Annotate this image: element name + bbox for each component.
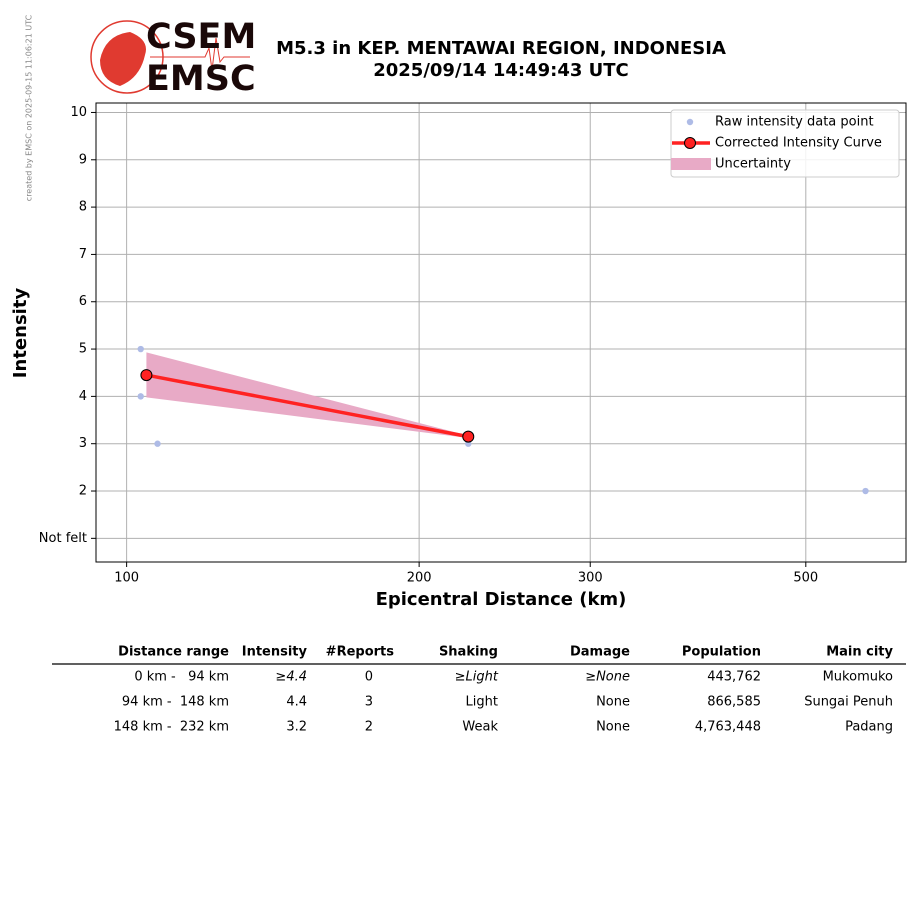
legend-label: Uncertainty bbox=[715, 157, 791, 172]
logo-bottom: EMSC bbox=[146, 59, 256, 99]
table-cell: 0 bbox=[365, 670, 373, 685]
logo-map bbox=[100, 32, 146, 86]
y-tick-label: 3 bbox=[79, 436, 87, 451]
curve bbox=[146, 373, 469, 439]
table-header: Main city bbox=[826, 645, 893, 660]
y-tick-label: 5 bbox=[79, 342, 87, 357]
table-cell: 3.2 bbox=[286, 720, 307, 735]
y-tick-label: 6 bbox=[79, 294, 87, 309]
table-header: Distance range bbox=[118, 645, 229, 660]
y-tick-label: 9 bbox=[79, 152, 87, 167]
table-cell: ≥Light bbox=[455, 670, 499, 685]
y-tick-label: 10 bbox=[70, 105, 87, 120]
x-axis-label: Epicentral Distance (km) bbox=[376, 589, 627, 610]
x-tick-label: 100 bbox=[114, 571, 139, 586]
logo: CSEM EMSC bbox=[90, 17, 256, 99]
table-cell: 4,763,448 bbox=[695, 720, 761, 735]
table-cell: Light bbox=[466, 695, 498, 710]
table-cell: None bbox=[596, 695, 630, 710]
table-cell: ≥4.4 bbox=[275, 670, 307, 685]
table-header: #Reports bbox=[326, 645, 395, 660]
table-cell: ≥None bbox=[585, 670, 630, 685]
table-cell: Mukomuko bbox=[823, 670, 893, 685]
legend-marker bbox=[671, 158, 711, 170]
table-header: Intensity bbox=[242, 645, 308, 660]
x-tick-label: 200 bbox=[407, 571, 432, 586]
legend-label: Corrected Intensity Curve bbox=[715, 136, 882, 151]
table-cell: Weak bbox=[462, 720, 498, 735]
data-point bbox=[154, 440, 161, 447]
data-point bbox=[137, 345, 144, 353]
y-tick-label: 2 bbox=[79, 484, 87, 499]
plot-frame bbox=[95, 102, 907, 563]
logo-seismo bbox=[150, 37, 250, 71]
table-cell: 148 km - 232 km bbox=[114, 720, 229, 735]
table-cell: None bbox=[596, 720, 630, 735]
table-cell: 94 km - 148 km bbox=[122, 695, 229, 710]
table-cell: 443,762 bbox=[707, 670, 761, 685]
table-cell: 4.4 bbox=[286, 695, 307, 710]
legend-marker bbox=[684, 137, 696, 149]
y-tick-label: 7 bbox=[79, 247, 87, 262]
chart-subtitle: 2025/09/14 14:49:43 UTC bbox=[373, 60, 629, 81]
x-tick-label: 500 bbox=[793, 571, 818, 586]
table-cell: Padang bbox=[845, 720, 893, 735]
curve-point bbox=[140, 369, 153, 382]
table-header: Population bbox=[682, 645, 761, 660]
table-header: Shaking bbox=[439, 645, 498, 660]
chart-title: M5.3 in KEP. MENTAWAI REGION, INDONESIA bbox=[276, 38, 726, 59]
legend-box bbox=[670, 109, 900, 178]
table-cell: 3 bbox=[365, 695, 373, 710]
legend-label: Raw intensity data point bbox=[715, 115, 874, 130]
y-tick-label: Not felt bbox=[39, 531, 87, 546]
y-axis-label: Intensity bbox=[10, 288, 31, 379]
x-tick-label: 300 bbox=[578, 571, 603, 586]
legend-marker bbox=[686, 118, 694, 126]
table-cell: 866,585 bbox=[707, 695, 761, 710]
side-note: created by EMSC on 2025-09-15 11:06:21 U… bbox=[25, 14, 34, 201]
table-cell: Sungai Penuh bbox=[804, 695, 893, 710]
uncertainty-band bbox=[146, 352, 469, 439]
curve-point bbox=[462, 430, 475, 443]
y-tick-label: 8 bbox=[79, 200, 87, 215]
data-point bbox=[137, 393, 144, 400]
table-cell: 0 km - 94 km bbox=[134, 670, 229, 685]
data-point bbox=[862, 487, 869, 495]
logo-top: CSEM bbox=[146, 17, 256, 57]
table-cell: 2 bbox=[365, 720, 373, 735]
y-tick-label: 4 bbox=[79, 389, 87, 404]
table-header: Damage bbox=[570, 645, 630, 660]
